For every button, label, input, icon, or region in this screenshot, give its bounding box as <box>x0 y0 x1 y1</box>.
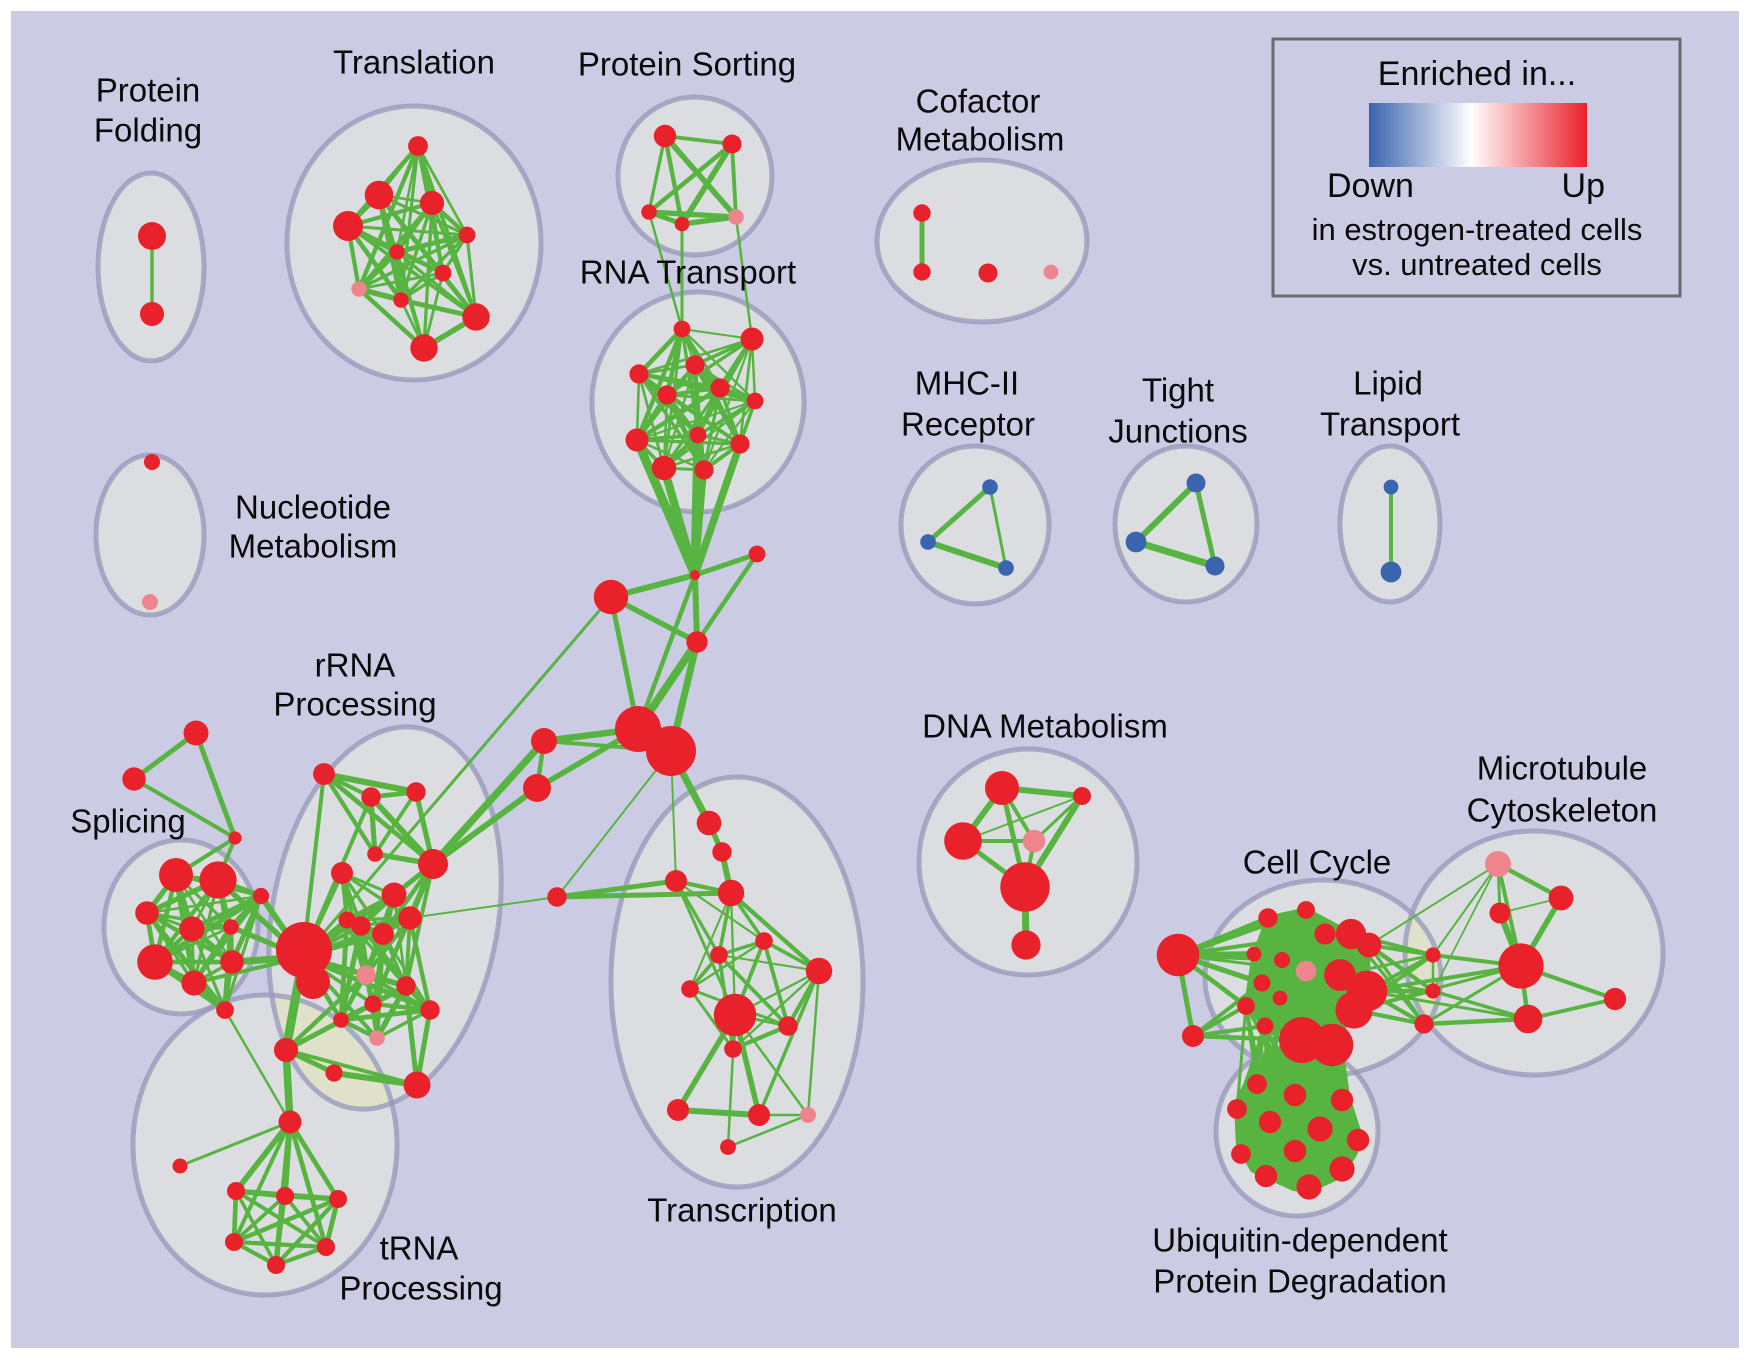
svg-text:Protein: Protein <box>96 72 201 109</box>
svg-text:in estrogen-treated cells: in estrogen-treated cells <box>1312 212 1643 247</box>
svg-text:Protein Degradation: Protein Degradation <box>1153 1263 1447 1300</box>
svg-text:RNA Transport: RNA Transport <box>580 254 796 291</box>
svg-text:Enriched in...: Enriched in... <box>1378 55 1576 93</box>
svg-text:Receptor: Receptor <box>901 406 1035 443</box>
svg-text:Up: Up <box>1562 167 1605 205</box>
svg-text:Nucleotide: Nucleotide <box>235 489 391 526</box>
svg-text:Metabolism: Metabolism <box>896 121 1065 158</box>
svg-text:vs. untreated cells: vs. untreated cells <box>1352 247 1602 282</box>
svg-text:Cell Cycle: Cell Cycle <box>1243 844 1392 881</box>
svg-text:Microtubule: Microtubule <box>1477 750 1648 787</box>
svg-text:Cofactor: Cofactor <box>916 83 1041 120</box>
svg-text:Processing: Processing <box>339 1270 502 1307</box>
svg-text:Cytoskeleton: Cytoskeleton <box>1467 792 1658 829</box>
svg-text:Protein Sorting: Protein Sorting <box>578 46 796 83</box>
svg-text:tRNA: tRNA <box>380 1230 459 1267</box>
svg-text:Folding: Folding <box>94 112 202 149</box>
svg-text:Junctions: Junctions <box>1108 413 1247 450</box>
svg-text:Transcription: Transcription <box>647 1192 837 1229</box>
svg-text:Lipid: Lipid <box>1353 365 1423 402</box>
svg-text:MHC-II: MHC-II <box>915 365 1019 402</box>
svg-text:rRNA: rRNA <box>315 647 396 684</box>
svg-text:DNA Metabolism: DNA Metabolism <box>922 708 1168 745</box>
svg-text:Tight: Tight <box>1142 372 1214 409</box>
svg-text:Translation: Translation <box>333 44 495 81</box>
svg-text:Transport: Transport <box>1320 406 1460 443</box>
svg-text:Processing: Processing <box>273 686 436 723</box>
svg-text:Splicing: Splicing <box>70 803 186 840</box>
svg-text:Down: Down <box>1327 167 1414 205</box>
svg-text:Metabolism: Metabolism <box>229 528 398 565</box>
svg-text:Ubiquitin-dependent: Ubiquitin-dependent <box>1152 1222 1447 1259</box>
